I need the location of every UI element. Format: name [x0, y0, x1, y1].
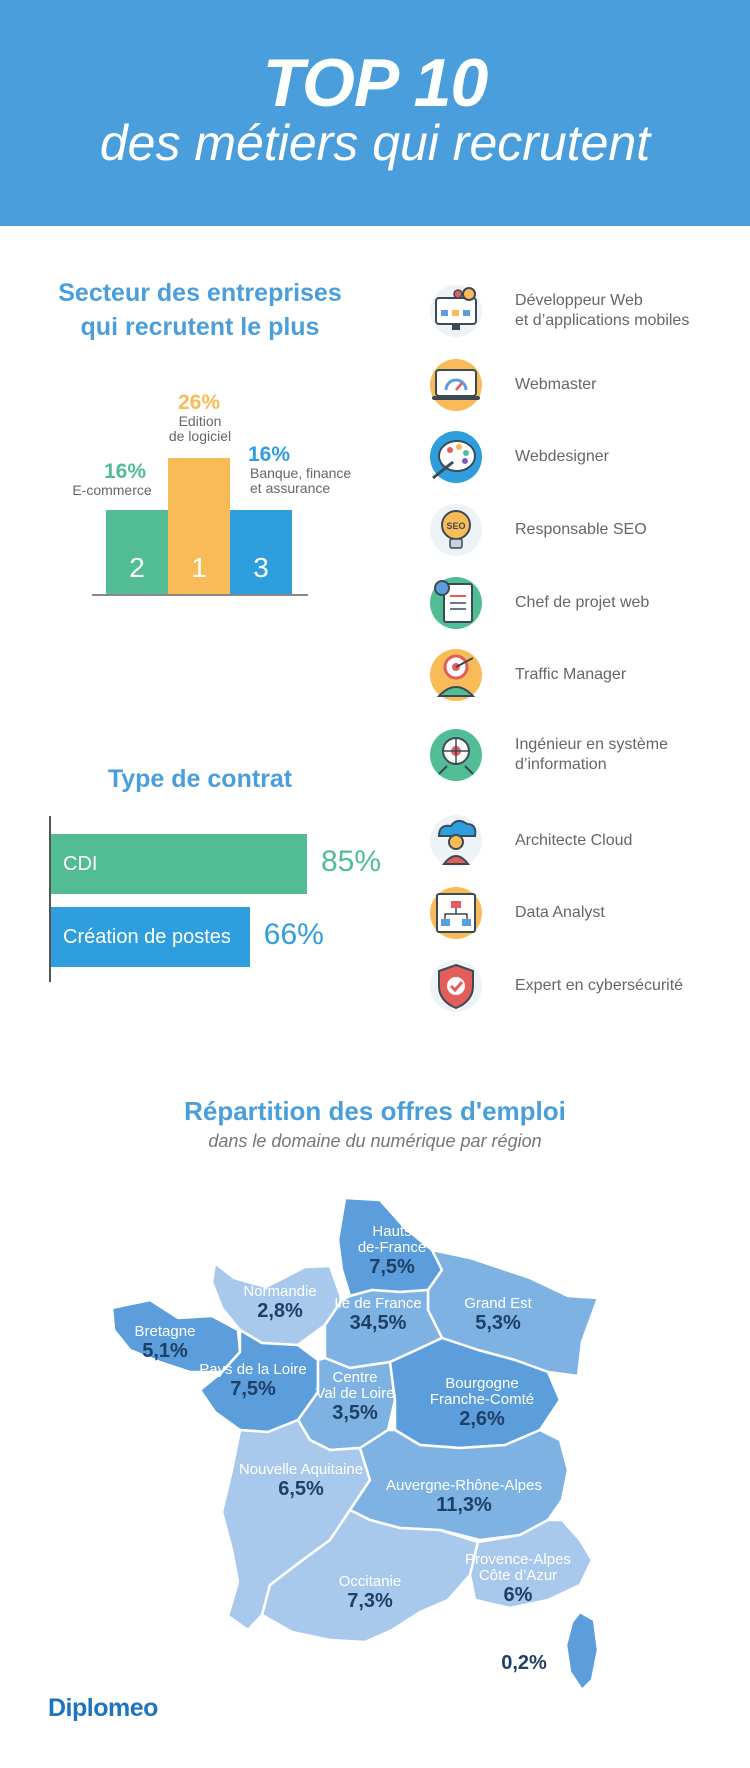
- sector-category-label: Edition de logiciel: [168, 413, 232, 444]
- job-label: Expert en cybersécurité: [515, 977, 684, 994]
- job-item: Architecte Cloud: [427, 812, 727, 870]
- sector-rank-label: 2: [129, 551, 145, 583]
- region-value: 0,2%: [501, 1652, 547, 1674]
- svg-text:SEO: SEO: [446, 521, 465, 531]
- cloud-person-icon: [427, 812, 485, 870]
- region-label: Normandie 2,8%: [230, 1283, 330, 1323]
- region-name: Ile de France: [334, 1295, 422, 1312]
- job-item: Webdesigner: [427, 428, 727, 486]
- region-name: Grand Est: [464, 1295, 532, 1312]
- job-item: Data Analyst: [427, 884, 727, 942]
- france-map: [110, 1196, 600, 1692]
- region-name: Centre Val de Loire: [315, 1369, 395, 1402]
- region-label: Corse 0,2%: [484, 1635, 564, 1675]
- sector-bar: 2: [106, 510, 168, 594]
- contract-chart-title: Type de contrat: [107, 765, 293, 793]
- region-label: Centre Val de Loire 3,5%: [300, 1369, 410, 1425]
- sector-chart-title: Secteur des entreprises qui recrutent le…: [58, 279, 342, 341]
- region-label: Auvergne-Rhône-Alpes 11,3%: [374, 1477, 554, 1517]
- map-subtitle: dans le domaine du numérique par région: [208, 1131, 542, 1151]
- region-name: Bretagne: [134, 1323, 196, 1340]
- sector-rank-label: 1: [191, 552, 207, 583]
- region-name: Bourgogne Franche-Comté: [429, 1375, 535, 1408]
- region-value: 6,5%: [278, 1478, 324, 1500]
- data-chart-icon: [427, 884, 485, 942]
- sector-chart-baseline: [92, 594, 308, 596]
- job-label: Développeur Web et d’applications mobile…: [515, 292, 690, 329]
- region-name: Nouvelle Aquitaine: [238, 1461, 364, 1478]
- brand-logo: Diplomeo: [48, 1694, 158, 1722]
- region-name: Hauts de-France: [357, 1223, 427, 1256]
- region-name: Provence-Alpes Côte d’Azur: [465, 1551, 571, 1584]
- sector-category-label: E-commerce: [72, 482, 152, 499]
- job-label: Chef de projet web: [515, 594, 650, 611]
- contract-bar: CDI: [51, 834, 307, 894]
- job-label: Architecte Cloud: [515, 832, 633, 849]
- contract-percent-label: 85%: [321, 845, 382, 878]
- job-label: Webdesigner: [515, 448, 609, 465]
- job-label: Data Analyst: [515, 904, 605, 921]
- region-name: Normandie: [243, 1283, 317, 1300]
- region-value: 2,8%: [257, 1300, 303, 1322]
- region-value: 34,5%: [349, 1312, 407, 1334]
- region-value: 11,3%: [436, 1494, 492, 1516]
- region-name: Occitanie: [338, 1573, 402, 1590]
- region-name: Pays de la Loire: [199, 1361, 307, 1378]
- region-label: Bretagne 5,1%: [110, 1323, 220, 1363]
- job-item: Traffic Manager: [427, 646, 727, 704]
- speed-gauge-laptop-icon: [427, 356, 485, 414]
- job-item: SEO Responsable SEO: [427, 501, 727, 559]
- sector-rank-label: 3: [253, 551, 269, 583]
- contract-chart-axis: [49, 816, 51, 982]
- region-value: 7,5%: [369, 1256, 415, 1278]
- job-label: Webmaster: [515, 376, 597, 393]
- page-subtitle: des métiers qui recrutent: [99, 115, 651, 171]
- seo-lightbulb-icon: SEO: [427, 501, 485, 559]
- job-label: Traffic Manager: [515, 666, 627, 683]
- region-label: Hauts de-France 7,5%: [332, 1223, 452, 1279]
- sector-percent-label: 16%: [248, 443, 291, 467]
- region-label: Pays de la Loire 7,5%: [188, 1361, 318, 1401]
- region-label: Provence-Alpes Côte d’Azur 6%: [448, 1551, 588, 1607]
- job-label: Responsable SEO: [515, 521, 647, 538]
- region-value: 5,3%: [475, 1312, 521, 1334]
- sector-category-label: Banque, finance et assurance: [250, 465, 352, 497]
- region-label: Occitanie 7,3%: [320, 1573, 420, 1613]
- page-title: TOP 10: [262, 45, 489, 121]
- sector-percent-label: 26%: [177, 391, 221, 414]
- project-document-icon: [427, 574, 485, 632]
- region-value: 6%: [503, 1584, 533, 1606]
- sector-bar: 1: [168, 458, 230, 594]
- region-value: 3,5%: [332, 1402, 378, 1424]
- contract-percent-label: 66%: [263, 918, 324, 951]
- job-item: Ingénieur en système d’information: [427, 726, 727, 784]
- target-person-icon: [427, 646, 485, 704]
- gears-monitor-icon: [427, 282, 485, 340]
- sector-percent-label: 16%: [103, 460, 147, 484]
- header-banner: TOP 10 des métiers qui recrutent: [0, 0, 750, 226]
- map-title: Répartition des offres d'emploi: [184, 1096, 566, 1126]
- region-value: 2,6%: [459, 1408, 505, 1430]
- region-label: Bourgogne Franche-Comté 2,6%: [412, 1375, 552, 1431]
- region-paca-shape: [468, 1518, 594, 1610]
- paint-palette-icon: [427, 428, 485, 486]
- shield-check-icon: [427, 957, 485, 1015]
- region-label: Ile de France 34,5%: [318, 1295, 438, 1335]
- job-label: Ingénieur en système d’information: [515, 736, 668, 773]
- region-corse-shape: [564, 1610, 600, 1692]
- region-value: 7,3%: [347, 1590, 393, 1612]
- region-label: Nouvelle Aquitaine 6,5%: [226, 1461, 376, 1501]
- region-value: 5,1%: [142, 1340, 188, 1362]
- job-item: Développeur Web et d’applications mobile…: [427, 282, 727, 340]
- contract-bar: Création de postes: [51, 907, 250, 967]
- system-network-icon: [427, 726, 485, 784]
- region-name: Auvergne-Rhône-Alpes: [386, 1477, 542, 1494]
- region-name: Corse: [503, 1635, 544, 1652]
- job-item: Expert en cybersécurité: [427, 957, 727, 1015]
- region-value: 7,5%: [230, 1378, 276, 1400]
- sector-bar: 3: [230, 510, 292, 594]
- job-item: Chef de projet web: [427, 574, 727, 632]
- region-label: Grand Est 5,3%: [448, 1295, 548, 1335]
- job-item: Webmaster: [427, 356, 727, 414]
